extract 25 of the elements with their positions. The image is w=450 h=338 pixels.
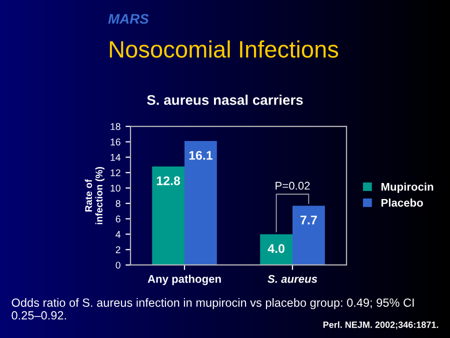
data-label: 4.0 [268, 244, 284, 253]
data-label: 12.8 [156, 176, 180, 186]
legend-label: Mupirocin [382, 182, 434, 193]
y-tick-label: 18 [110, 123, 120, 130]
y-tick-label: 16 [110, 138, 120, 146]
chart-title: Nosocomial Infections [110, 40, 338, 58]
text: Perl. NEJM. 2002;346:1871. [323, 321, 438, 330]
text: Odds ratio of S. aureus infection in mupirocin vs placebo group: 0.49; 95% CI 0.25–0.92. [12, 298, 414, 320]
y-tick-label: 10 [110, 184, 120, 192]
legend-label: Placebo [382, 198, 423, 207]
text: MARS [108, 14, 149, 24]
x-tick-label: S. aureus [268, 275, 318, 283]
chart-subtitle: S. aureus nasal carriers [147, 94, 303, 105]
data-label: 7.7 [300, 216, 317, 224]
y-tick-label: 0 [116, 262, 120, 269]
annotation: P=0.02 [276, 182, 310, 190]
y-axis-title: Rate of infection (%) [84, 167, 104, 224]
y-tick-label: 2 [116, 246, 120, 254]
y-tick-label: 12 [110, 169, 120, 176]
y-tick-label: 8 [116, 200, 120, 208]
y-tick-label: 4 [116, 231, 120, 238]
y-tick-label: 6 [116, 216, 120, 222]
y-tick-label: 14 [110, 154, 120, 161]
data-label: 16.1 [189, 150, 213, 160]
x-tick-label: Any pathogen [148, 274, 221, 286]
